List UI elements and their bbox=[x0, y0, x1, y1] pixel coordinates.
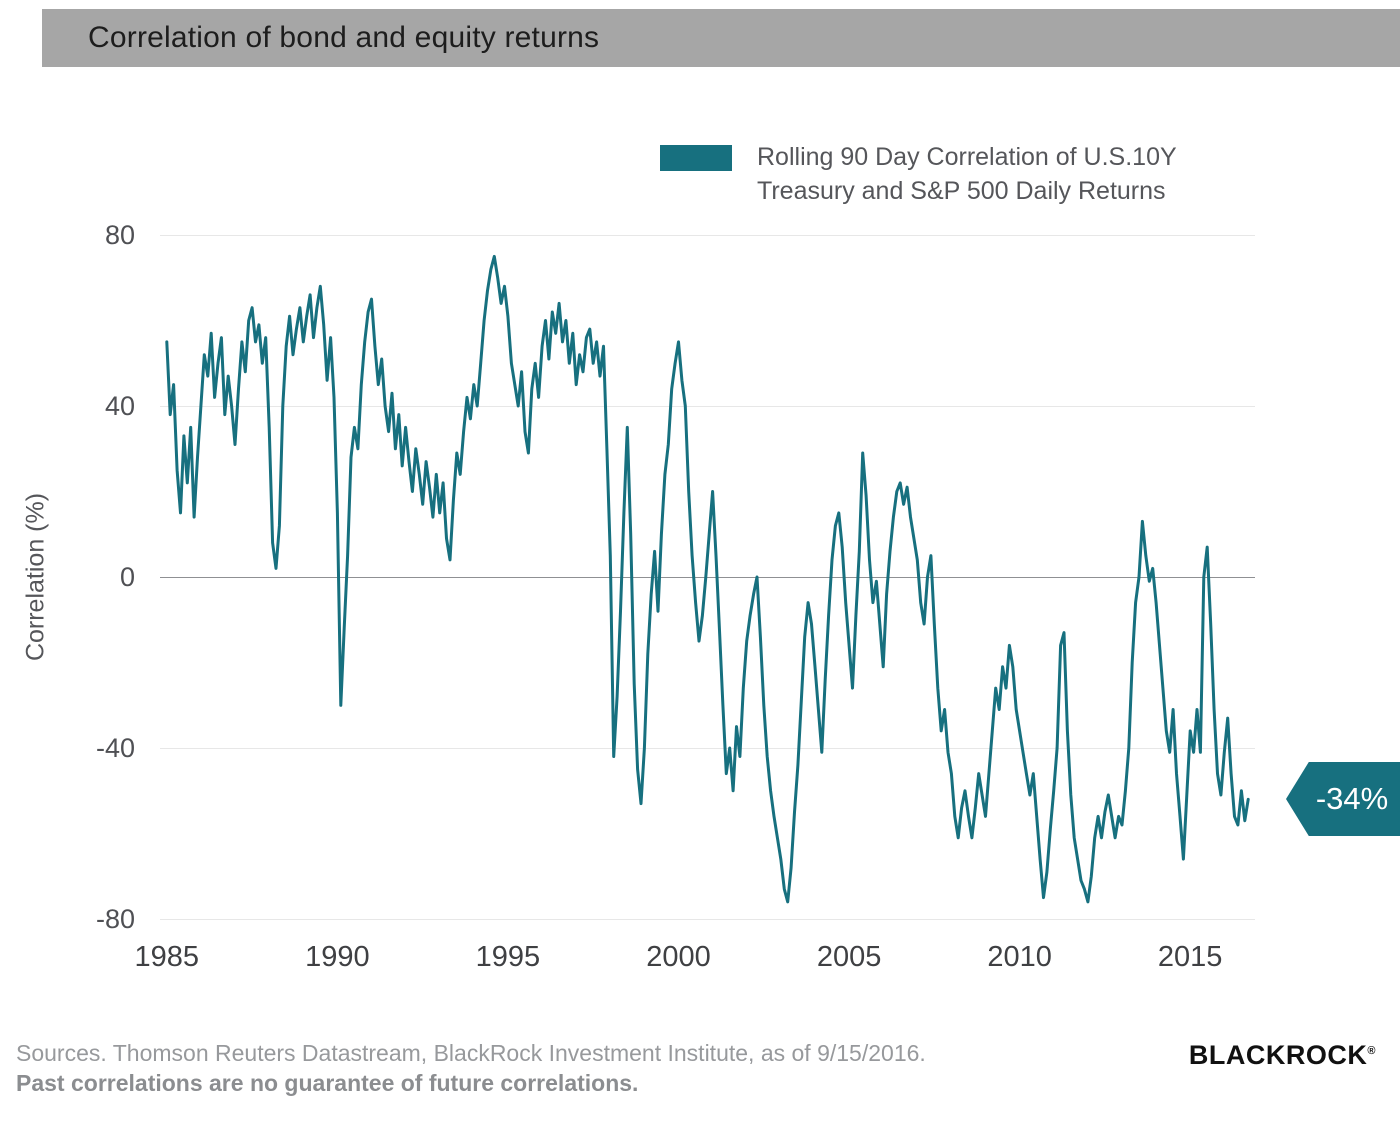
y-tick-label: 0 bbox=[119, 562, 135, 592]
blackrock-logo-text: BLACKROCK bbox=[1188, 1040, 1368, 1070]
page-title: Correlation of bond and equity returns bbox=[88, 21, 600, 54]
y-tick-label: 80 bbox=[104, 220, 135, 250]
latest-value-label: -34% bbox=[1315, 781, 1389, 816]
y-gridline bbox=[160, 919, 1255, 920]
y-axis-title: Correlation (%) bbox=[21, 492, 50, 662]
disclaimer-text: Past correlations are no guarantee of fu… bbox=[16, 1070, 639, 1096]
zero-gridline bbox=[160, 577, 1255, 578]
y-tick-label: 40 bbox=[104, 391, 135, 421]
latest-value-callout: -34% bbox=[1286, 762, 1400, 836]
plot-area bbox=[160, 235, 1255, 920]
y-tick-label: -40 bbox=[95, 733, 135, 763]
x-tick-label: 1985 bbox=[134, 941, 200, 973]
footer: Sources. Thomson Reuters Datastream, Bla… bbox=[16, 1036, 926, 1097]
y-gridline bbox=[160, 748, 1255, 749]
x-tick-label: 1995 bbox=[475, 941, 541, 973]
x-tick-label: 2000 bbox=[646, 941, 711, 973]
blackrock-logo: BLACKROCK® bbox=[1189, 1040, 1376, 1071]
y-tick-label: -80 bbox=[95, 904, 135, 934]
legend: Rolling 90 Day Correlation of U.S.10Y Tr… bbox=[660, 140, 1260, 208]
registered-mark: ® bbox=[1367, 1045, 1376, 1057]
sources-text: Sources. Thomson Reuters Datastream, Bla… bbox=[16, 1040, 926, 1066]
y-gridline bbox=[160, 406, 1255, 407]
x-tick-label: 2015 bbox=[1157, 941, 1223, 973]
x-tick-label: 1990 bbox=[305, 941, 370, 973]
legend-label: Rolling 90 Day Correlation of U.S.10Y Tr… bbox=[757, 143, 1177, 205]
y-gridline bbox=[160, 235, 1255, 236]
legend-swatch bbox=[660, 145, 732, 171]
header-bar: Correlation of bond and equity returns bbox=[42, 9, 1400, 67]
x-tick-label: 2010 bbox=[987, 941, 1052, 973]
x-tick-label: 2005 bbox=[816, 941, 882, 973]
correlation-line bbox=[165, 254, 1250, 904]
